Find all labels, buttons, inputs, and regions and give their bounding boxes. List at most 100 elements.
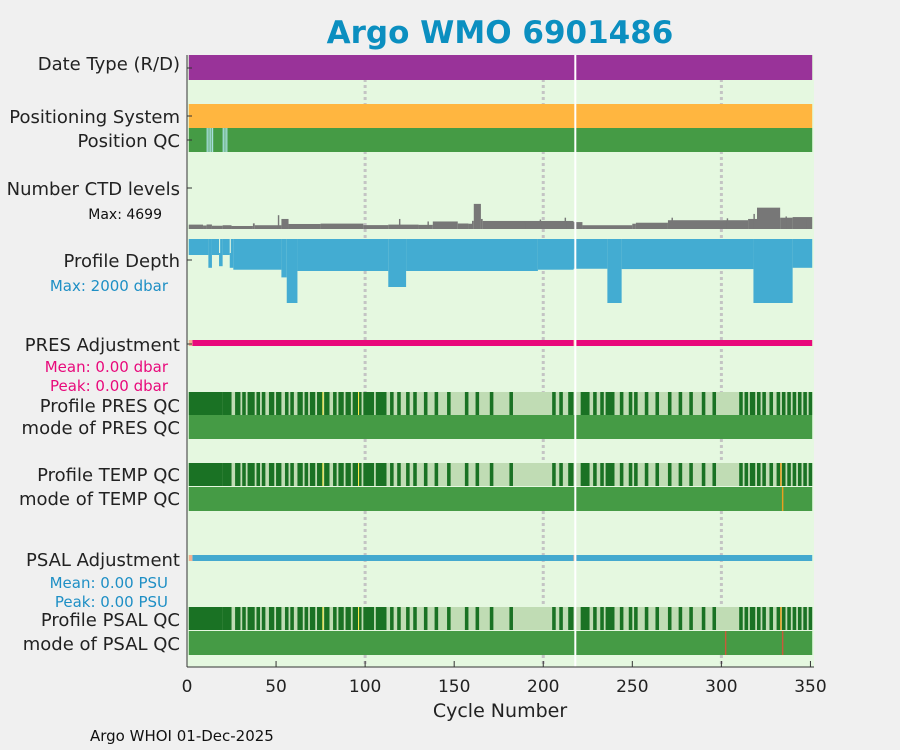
temp-qc-good-50 bbox=[276, 463, 282, 486]
temp-qc-good-16 bbox=[215, 463, 223, 486]
temp-qc-good-127 bbox=[413, 463, 417, 486]
x-tick-label-200: 200 bbox=[527, 677, 559, 697]
temp-qc-mode-orange-334 bbox=[781, 487, 784, 511]
psal-qc-good-46 bbox=[268, 607, 275, 630]
temp-qc-good-114 bbox=[390, 463, 394, 486]
psal-qc-good-114 bbox=[390, 607, 394, 630]
pres-qc-good-340 bbox=[792, 392, 797, 415]
temp-qc-good-93 bbox=[352, 463, 362, 486]
temp-qc-good-327 bbox=[769, 463, 774, 486]
ctd-levels-spike-348 bbox=[806, 218, 809, 229]
profile-depth-segment-14 bbox=[211, 239, 220, 255]
date-type-bar bbox=[188, 55, 813, 80]
pres-qc-good-58 bbox=[290, 392, 294, 415]
footer-credit: Argo WHOI 01-Dec-2025 bbox=[90, 727, 274, 745]
psal-qc-flag-96 bbox=[358, 607, 360, 630]
psal-qc-good-82 bbox=[333, 607, 337, 630]
temp-qc-good-209 bbox=[559, 463, 563, 486]
temp-qc-good-316 bbox=[749, 463, 756, 486]
pres-qc-good-334 bbox=[781, 392, 786, 415]
profile-depth-segment-197 bbox=[537, 239, 574, 270]
pres-qc-good-313 bbox=[744, 392, 749, 415]
ctd-levels-segment-57 bbox=[288, 223, 321, 229]
ctd-levels-segment-37 bbox=[252, 223, 255, 229]
pres-qc-good-320 bbox=[757, 392, 761, 415]
psal-adjustment-line-left bbox=[192, 555, 574, 561]
ctd-levels-segment-270 bbox=[667, 220, 749, 229]
psal-qc-good-313 bbox=[744, 607, 749, 630]
pres-qc-good-205 bbox=[552, 392, 556, 415]
pres-qc-good-323 bbox=[762, 392, 766, 415]
profile-depth-segment-340 bbox=[792, 239, 813, 268]
psal-qc-flag-76 bbox=[322, 607, 324, 630]
psal-qc-good-331 bbox=[776, 607, 781, 630]
profile-depth-segment-56 bbox=[286, 239, 298, 303]
pres-qc-good-114 bbox=[390, 392, 394, 415]
ctd-levels-segment-38 bbox=[254, 225, 282, 229]
psal-qc-good-221 bbox=[580, 607, 590, 630]
pres-qc-good-337 bbox=[787, 392, 791, 415]
ctd-levels-spike-318 bbox=[753, 213, 755, 229]
pres-qc-good-50 bbox=[276, 392, 282, 415]
psal-adjustment-line-start bbox=[188, 555, 193, 561]
psal-qc-good-27 bbox=[235, 607, 241, 630]
temp-qc-good-170 bbox=[489, 463, 494, 486]
psal-qc-good-42 bbox=[261, 607, 266, 630]
pres-qc-good-248 bbox=[628, 392, 633, 415]
ctd-levels-segment-320 bbox=[757, 207, 781, 229]
psal-qc-good-276 bbox=[678, 607, 683, 630]
psal-qc-good-69 bbox=[309, 607, 316, 630]
psal-qc-good-235 bbox=[605, 607, 615, 630]
pres-qc-good-46 bbox=[268, 392, 275, 415]
ctd-levels-segment-75 bbox=[320, 223, 364, 229]
pres-qc-good-16 bbox=[215, 392, 223, 415]
pres-qc-good-346 bbox=[803, 392, 807, 415]
ctd-levels-segment-152 bbox=[457, 223, 469, 229]
pres-qc-good-62 bbox=[297, 392, 303, 415]
temp-qc-orange-333 bbox=[780, 463, 782, 486]
profile-depth-segment-62 bbox=[297, 239, 389, 271]
ctd-levels-segment-20 bbox=[222, 225, 232, 229]
psal-qc-base bbox=[188, 607, 813, 630]
temp-qc-good-343 bbox=[797, 463, 802, 486]
pres-qc-good-343 bbox=[797, 392, 802, 415]
psal-qc-good-334 bbox=[781, 607, 786, 630]
psal-adjustment-peak: Peak: 0.00 PSU bbox=[55, 593, 168, 611]
row-label-pres-adjustment: PRES Adjustment bbox=[25, 335, 180, 356]
pres-qc-good-69 bbox=[309, 392, 316, 415]
pres-qc-good-228 bbox=[593, 392, 597, 415]
ctd-levels-segment-11 bbox=[206, 224, 212, 229]
pres-qc-good-34 bbox=[247, 392, 255, 415]
ctd-levels-spike-336 bbox=[785, 216, 787, 229]
psal-qc-good-323 bbox=[762, 607, 766, 630]
pres-qc-good-89 bbox=[345, 392, 351, 415]
temp-qc-good-243 bbox=[619, 463, 624, 486]
x-tick-label-350: 350 bbox=[794, 677, 826, 697]
temp-qc-good-331 bbox=[776, 463, 781, 486]
psal-qc-good-295 bbox=[712, 607, 717, 630]
temp-qc-good-214 bbox=[568, 463, 574, 486]
psal-qc-good-50 bbox=[276, 607, 282, 630]
profile-depth-segment-318 bbox=[753, 239, 793, 303]
temp-qc-good-289 bbox=[701, 463, 706, 486]
temp-qc-good-282 bbox=[689, 463, 693, 486]
temp-qc-good-99 bbox=[363, 463, 375, 486]
temp-qc-good-73 bbox=[317, 463, 323, 486]
temp-qc-good-31 bbox=[242, 463, 246, 486]
pres-qc-flag-76 bbox=[322, 392, 324, 415]
psal-qc-good-66 bbox=[304, 607, 309, 630]
pres-qc-good-127 bbox=[413, 392, 417, 415]
psal-qc-good-320 bbox=[757, 607, 761, 630]
temp-qc-good-270 bbox=[667, 463, 672, 486]
psal-qc-good-162 bbox=[475, 607, 480, 630]
pres-qc-good-20 bbox=[222, 392, 232, 415]
ctd-levels-segment-25 bbox=[231, 225, 253, 229]
psal-qc-good-310 bbox=[739, 607, 743, 630]
ctd-levels-segment-340 bbox=[792, 217, 813, 229]
temp-qc-good-251 bbox=[634, 463, 638, 486]
temp-qc-good-85 bbox=[338, 463, 344, 486]
psal-qc-good-340 bbox=[792, 607, 797, 630]
ctd-levels-segment-165 bbox=[480, 218, 483, 229]
temp-qc-good-263 bbox=[655, 463, 660, 486]
psal-qc-good-349 bbox=[808, 607, 813, 630]
